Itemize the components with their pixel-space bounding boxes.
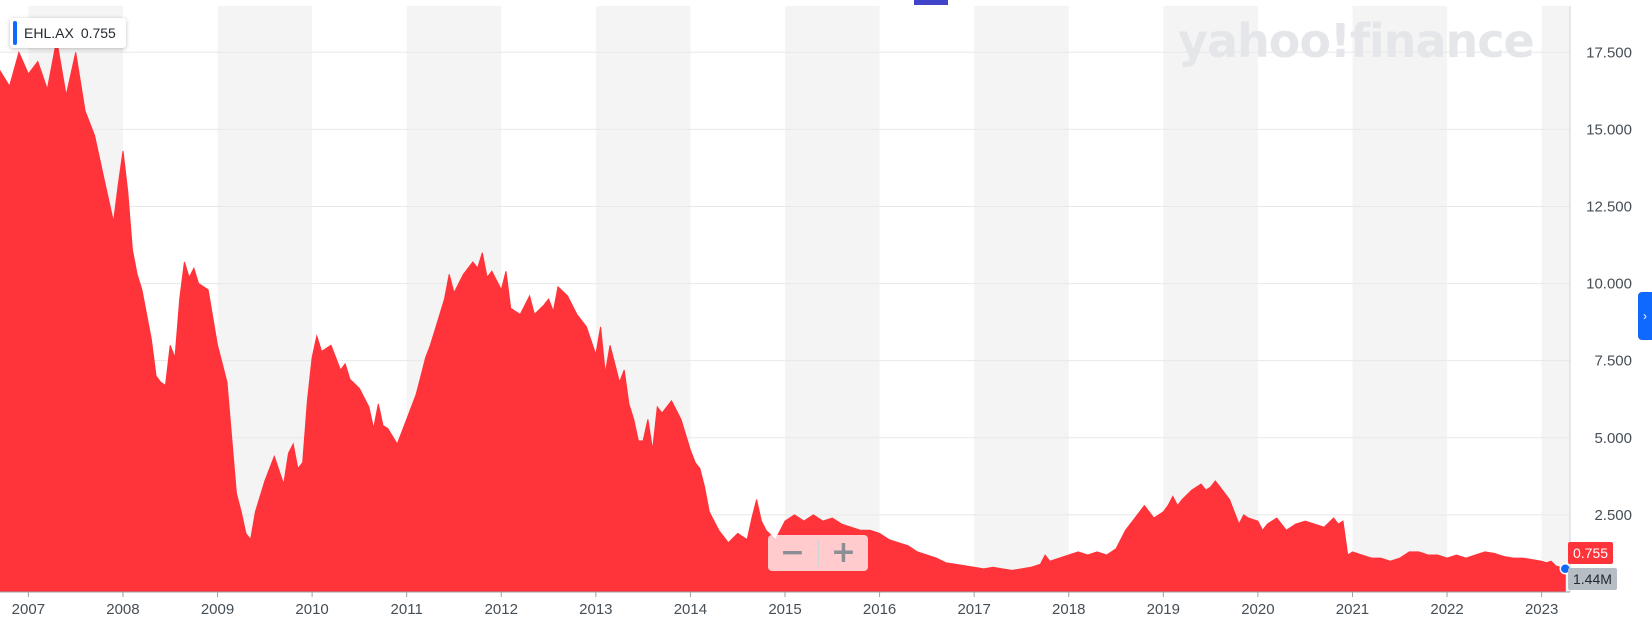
x-tick-label: 2008: [106, 601, 139, 618]
y-tick-label: 2.500: [1594, 507, 1632, 524]
y-tick-label: 10.000: [1586, 276, 1632, 293]
year-band: [1541, 6, 1570, 592]
y-tick-label: 5.000: [1594, 430, 1632, 447]
ticker-symbol: EHL.AX: [24, 25, 74, 41]
price-area: [0, 39, 1566, 593]
zoom-in-button[interactable]: +: [820, 535, 868, 571]
x-tick-label: 2009: [201, 601, 234, 618]
x-tick-label: 2017: [957, 601, 990, 618]
x-tick-label: 2013: [579, 601, 612, 618]
x-tick-label: 2007: [12, 601, 45, 618]
x-tick-label: 2012: [485, 601, 518, 618]
y-tick-label: 17.500: [1586, 44, 1632, 61]
top-range-indicator: [914, 0, 948, 5]
yahoo-finance-watermark: yahoo!finance: [1178, 14, 1535, 68]
year-band: [1352, 6, 1448, 592]
ticker-label: EHL.AX 0.755: [10, 18, 126, 48]
x-tick-label: 2019: [1147, 601, 1180, 618]
zoom-out-button[interactable]: −: [769, 535, 817, 571]
x-tick-label: 2010: [295, 601, 328, 618]
zoom-divider: [817, 540, 819, 566]
y-tick-label: 12.500: [1586, 198, 1632, 215]
x-tick-label: 2021: [1336, 601, 1369, 618]
x-tick-label: 2020: [1241, 601, 1274, 618]
ticker-value: 0.755: [80, 25, 116, 41]
year-band: [785, 6, 880, 592]
year-band: [974, 6, 1069, 592]
x-tick-label: 2016: [863, 601, 896, 618]
chevron-right-icon[interactable]: ›: [1638, 292, 1652, 340]
x-tick-label: 2014: [674, 601, 707, 618]
x-tick-label: 2015: [768, 601, 801, 618]
last-volume-label: 1.44M: [1568, 568, 1617, 590]
x-tick-label: 2011: [391, 601, 423, 618]
zoom-controls: − +: [768, 535, 868, 571]
last-price-label: 0.755: [1568, 542, 1614, 564]
y-tick-label: 7.500: [1594, 353, 1632, 370]
x-tick-label: 2022: [1430, 601, 1463, 618]
series-color-icon: [13, 21, 17, 45]
x-tick-label: 2023: [1525, 601, 1558, 618]
x-tick-label: 2018: [1052, 601, 1085, 618]
y-tick-label: 15.000: [1586, 121, 1632, 138]
